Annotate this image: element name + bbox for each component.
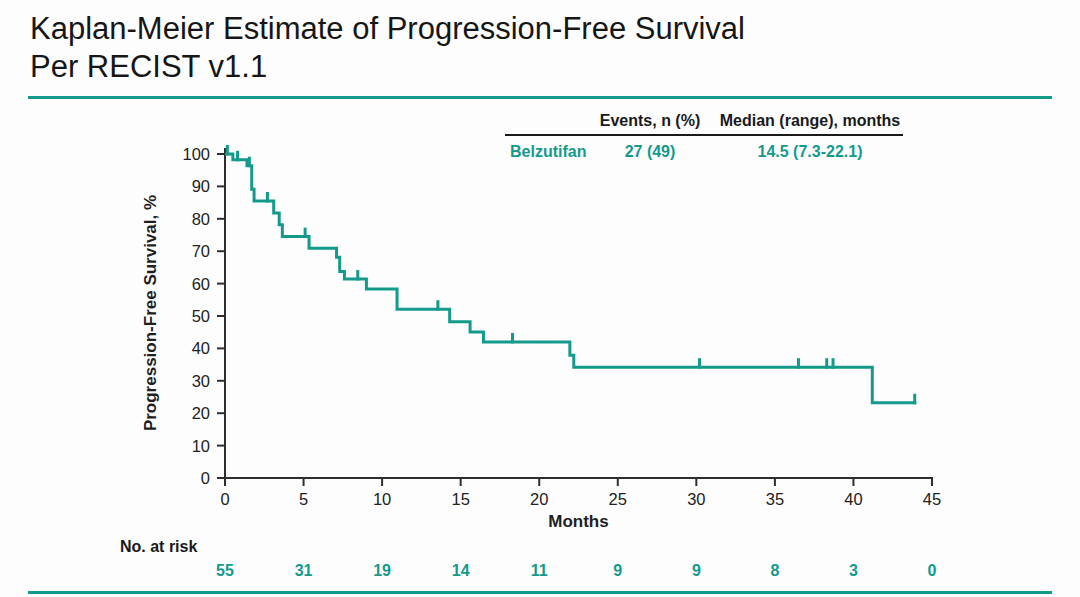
y-tick-label: 50 [192, 307, 210, 325]
x-tick-label: 45 [923, 490, 941, 508]
x-tick-label: 15 [451, 490, 469, 508]
risk-count: 55 [195, 562, 255, 580]
y-tick-label: 60 [192, 275, 210, 293]
y-tick-label: 80 [192, 210, 210, 228]
risk-count: 11 [509, 562, 569, 580]
at-risk-label: No. at risk [120, 538, 197, 556]
y-tick-label: 40 [192, 339, 210, 357]
x-tick-label: 40 [844, 490, 862, 508]
x-tick-label: 5 [299, 490, 308, 508]
bottom-divider [28, 591, 1052, 594]
y-axis-title: Progression-Free Survival, % [141, 143, 163, 483]
risk-count: 14 [431, 562, 491, 580]
x-tick-label: 0 [220, 490, 229, 508]
y-tick-label: 0 [201, 469, 210, 487]
x-tick-label: 20 [530, 490, 548, 508]
risk-count: 8 [745, 562, 805, 580]
risk-count: 9 [588, 562, 648, 580]
risk-count: 9 [666, 562, 726, 580]
x-axis-title: Months [225, 512, 932, 532]
slide: Kaplan-Meier Estimate of Progression-Fre… [0, 0, 1080, 597]
y-tick-label: 10 [192, 437, 210, 455]
risk-count: 3 [823, 562, 883, 580]
risk-count: 31 [274, 562, 334, 580]
x-tick-label: 10 [373, 490, 391, 508]
y-tick-label: 70 [192, 242, 210, 260]
risk-count: 19 [352, 562, 412, 580]
km-curve [225, 154, 916, 403]
x-tick-label: 35 [766, 490, 784, 508]
y-tick-label: 20 [192, 404, 210, 422]
y-tick-label: 30 [192, 372, 210, 390]
y-tick-label: 100 [182, 145, 210, 163]
risk-count: 0 [902, 562, 962, 580]
x-tick-label: 25 [609, 490, 627, 508]
y-tick-label: 90 [192, 177, 210, 195]
x-tick-label: 30 [687, 490, 705, 508]
